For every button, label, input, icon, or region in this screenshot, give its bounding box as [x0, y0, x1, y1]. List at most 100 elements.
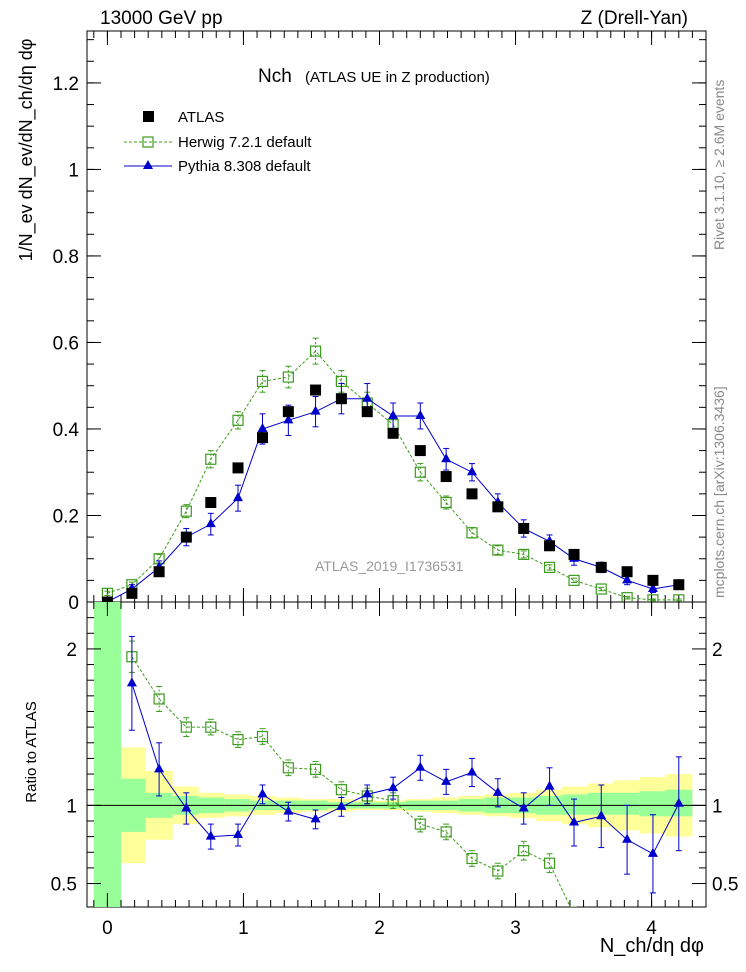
ratio-panel-data — [126, 635, 684, 920]
herwig-ratio-point — [414, 818, 426, 830]
pythia-point — [441, 453, 452, 463]
y-tick-label: 0 — [68, 593, 79, 614]
pythia-ratio-point — [233, 829, 244, 839]
herwig-point — [595, 583, 607, 595]
herwig-point — [673, 594, 685, 602]
rivet-label: Rivet 3.1.10, ≥ 2.6M events — [711, 80, 727, 250]
stat-uncertainty-band — [561, 794, 588, 815]
atlas-point — [621, 566, 633, 578]
herwig-ratio-line — [131, 656, 571, 907]
pythia-point — [388, 409, 399, 419]
y-tick-label: 1 — [68, 160, 79, 181]
herwig-point — [621, 592, 633, 602]
main-panel-data — [101, 337, 685, 602]
atlas-point — [101, 596, 113, 602]
mcplots-label: mcplots.cern.ch [arXiv:1306.3436] — [711, 386, 727, 598]
x-tick-label: 3 — [510, 918, 521, 939]
pythia-ratio-point — [569, 816, 580, 826]
main-axis-ticks: 0 0.2 0.4 0.6 0.8 1 1.2 — [53, 31, 706, 614]
herwig-ratio-point — [569, 910, 579, 920]
herwig-point — [492, 544, 504, 556]
pythia-ratio-point — [336, 800, 347, 810]
chart-title-sub: (ATLAS UE in Z production) — [305, 69, 490, 86]
atlas-point — [153, 566, 165, 578]
pythia-ratio-point — [310, 813, 321, 823]
herwig-point — [282, 371, 294, 383]
pythia-point — [467, 466, 478, 476]
stat-uncertainty-band — [587, 792, 614, 815]
herwig-point — [414, 466, 426, 478]
pythia-ratio-point — [181, 802, 192, 812]
pythia-ratio-point — [154, 763, 165, 773]
pythia-ratio-point — [388, 782, 399, 792]
process-label: Z (Drell-Yan) — [580, 8, 688, 29]
atlas-point — [568, 548, 580, 560]
legend: ATLAS Herwig 7.2.1 default Pythia 8.308 … — [124, 109, 312, 175]
stat-uncertainty-band — [639, 791, 666, 817]
stat-uncertainty-band — [613, 792, 640, 815]
pythia-ratio-point — [518, 802, 529, 812]
herwig-ratio-point — [335, 784, 348, 796]
atlas-point — [335, 393, 347, 405]
x-tick-label: 0 — [102, 918, 113, 939]
atlas-point — [518, 522, 530, 534]
ratio-y-tick-label: 1 — [66, 796, 77, 817]
herwig-point — [180, 505, 192, 517]
pythia-point — [362, 392, 373, 402]
herwig-ratio-point — [492, 865, 504, 877]
legend-atlas-marker — [143, 111, 154, 122]
legend-pythia-marker — [143, 160, 153, 169]
atlas-point — [232, 462, 244, 474]
herwig-point — [568, 574, 580, 586]
atlas-point — [387, 427, 399, 439]
herwig-ratio-point — [205, 721, 217, 733]
main-y-axis-label: 1/N_ev dN_ev/dN_ch/dη dφ — [16, 39, 37, 262]
x-tick-label: 1 — [238, 918, 249, 939]
ratio-axis-ticks: 0.5 0.5 1 1 2 2 0 1 2 3 4 — [51, 602, 738, 939]
herwig-ratio-point — [180, 721, 192, 733]
herwig-point — [232, 414, 244, 426]
herwig-point — [466, 527, 478, 539]
atlas-point — [440, 471, 452, 483]
herwig-point — [518, 548, 530, 561]
energy-label: 13000 GeV pp — [100, 8, 223, 29]
legend-pythia-label: Pythia 8.308 default — [178, 158, 311, 175]
atlas-point — [205, 497, 217, 509]
pythia-point — [622, 574, 633, 584]
analysis-watermark: ATLAS_2019_I1736531 — [315, 558, 464, 574]
y-tick-label: 0.2 — [53, 506, 79, 527]
x-tick-label: 2 — [374, 918, 385, 939]
atlas-point — [126, 587, 138, 599]
herwig-point — [543, 561, 556, 573]
pythia-ratio-point — [492, 786, 503, 796]
herwig-ratio-point — [440, 826, 452, 838]
atlas-point — [256, 432, 268, 444]
pythia-point — [647, 583, 658, 593]
pythia-ratio-point — [647, 847, 658, 857]
atlas-point — [647, 574, 659, 586]
pythia-ratio-point — [362, 788, 373, 798]
herwig-point — [647, 594, 659, 602]
pythia-ratio-point — [544, 780, 555, 790]
y-tick-label: 0.4 — [53, 420, 80, 441]
herwig-ratio-point — [543, 857, 556, 869]
ratio-y-tick-label-right: 0.5 — [712, 875, 738, 896]
herwig-ratio-point — [309, 763, 322, 775]
atlas-point — [414, 445, 426, 457]
ratio-uncertainty-bands — [87, 602, 706, 907]
herwig-point — [256, 375, 269, 387]
herwig-point — [309, 345, 322, 357]
herwig-ratio-point — [466, 852, 478, 865]
atlas-point — [544, 540, 556, 552]
pythia-ratio-point — [205, 830, 216, 840]
herwig-ratio-point — [232, 734, 244, 746]
ratio-y-tick-label: 2 — [66, 640, 77, 661]
ratio-panel-frame — [86, 601, 707, 908]
x-axis-label: N_ch/dη dφ — [600, 935, 704, 957]
chart-title-main: Nch — [258, 66, 292, 87]
pythia-ratio-point — [415, 761, 426, 771]
pythia-ratio-point — [257, 788, 268, 798]
pythia-ratio-point — [467, 766, 478, 776]
atlas-point — [282, 406, 294, 418]
